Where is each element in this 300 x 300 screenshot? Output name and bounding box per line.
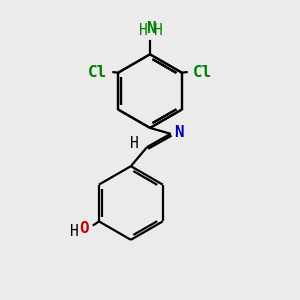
Text: N: N [174, 125, 184, 140]
Text: H: H [154, 23, 163, 38]
Text: Cl: Cl [193, 64, 212, 80]
Text: H: H [70, 224, 79, 239]
Text: Cl: Cl [88, 64, 107, 80]
Text: H: H [130, 136, 139, 151]
Text: O: O [79, 221, 89, 236]
Text: H: H [139, 23, 148, 38]
Text: N: N [146, 21, 155, 36]
